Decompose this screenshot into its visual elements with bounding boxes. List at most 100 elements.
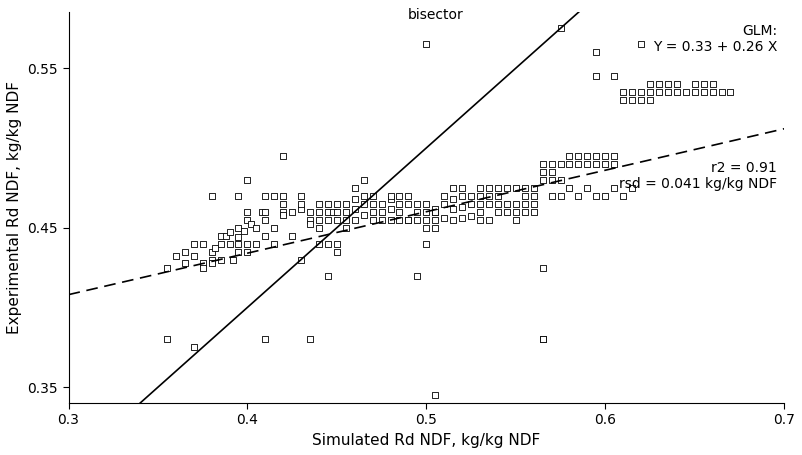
Point: [447, 195, 460, 202]
Point: [670, 81, 683, 88]
Point: [420, 200, 433, 207]
Point: [367, 192, 379, 199]
Point: [464, 200, 477, 207]
Point: [589, 152, 602, 160]
Point: [375, 208, 388, 215]
Point: [554, 25, 567, 32]
Point: [608, 72, 621, 80]
Point: [339, 224, 352, 231]
Point: [223, 240, 236, 247]
Point: [205, 259, 218, 266]
Point: [339, 216, 352, 223]
Point: [330, 240, 343, 247]
Point: [492, 192, 504, 199]
Point: [509, 208, 522, 215]
Point: [322, 272, 334, 279]
Point: [277, 152, 290, 160]
Point: [429, 216, 442, 223]
Point: [214, 232, 227, 239]
Point: [196, 259, 209, 266]
Point: [255, 208, 268, 215]
Point: [715, 88, 728, 96]
Point: [589, 192, 602, 199]
X-axis label: Simulated Rd NDF, kg/kg NDF: Simulated Rd NDF, kg/kg NDF: [312, 433, 541, 448]
Point: [367, 216, 379, 223]
Point: [554, 160, 567, 167]
Point: [563, 152, 576, 160]
Point: [313, 208, 326, 215]
Point: [509, 200, 522, 207]
Point: [214, 240, 227, 247]
Point: [447, 205, 460, 212]
Point: [241, 248, 254, 255]
Point: [393, 216, 406, 223]
Point: [581, 184, 593, 192]
Point: [634, 40, 647, 48]
Point: [188, 240, 200, 247]
Point: [259, 208, 272, 215]
Point: [348, 195, 361, 202]
Point: [348, 216, 361, 223]
Point: [327, 208, 340, 215]
Point: [706, 88, 719, 96]
Point: [339, 200, 352, 207]
Point: [509, 184, 522, 192]
Point: [518, 208, 531, 215]
Point: [483, 200, 496, 207]
Point: [626, 184, 638, 192]
Point: [188, 253, 200, 260]
Point: [599, 152, 612, 160]
Point: [277, 211, 290, 218]
Point: [358, 211, 371, 218]
Point: [420, 216, 433, 223]
Point: [492, 200, 504, 207]
Point: [330, 200, 343, 207]
Point: [322, 200, 334, 207]
Point: [402, 216, 415, 223]
Point: [483, 192, 496, 199]
Point: [277, 200, 290, 207]
Point: [348, 184, 361, 192]
Point: [697, 81, 710, 88]
Point: [653, 81, 666, 88]
Point: [286, 232, 298, 239]
Point: [626, 96, 638, 104]
Point: [662, 81, 674, 88]
Point: [643, 96, 656, 104]
Point: [527, 192, 540, 199]
Point: [456, 214, 468, 222]
Point: [554, 192, 567, 199]
Point: [464, 192, 477, 199]
Point: [617, 96, 630, 104]
Point: [464, 213, 477, 220]
Point: [411, 200, 423, 207]
Point: [474, 184, 487, 192]
Point: [429, 224, 442, 231]
Point: [384, 205, 397, 212]
Point: [237, 227, 250, 234]
Point: [429, 205, 442, 212]
Point: [348, 205, 361, 212]
Point: [259, 192, 272, 199]
Point: [241, 208, 254, 215]
Point: [581, 160, 593, 167]
Point: [384, 195, 397, 202]
Point: [313, 216, 326, 223]
Point: [589, 49, 602, 56]
Point: [268, 240, 281, 247]
Point: [250, 224, 263, 231]
Point: [554, 176, 567, 183]
Point: [384, 192, 397, 199]
Point: [188, 344, 200, 351]
Point: [277, 192, 290, 199]
Point: [670, 88, 683, 96]
Point: [205, 256, 218, 263]
Point: [393, 200, 406, 207]
Point: [232, 192, 245, 199]
Point: [294, 200, 307, 207]
Text: GLM:
Y = 0.33 + 0.26 X: GLM: Y = 0.33 + 0.26 X: [653, 24, 777, 54]
Point: [500, 208, 513, 215]
Point: [367, 200, 379, 207]
Point: [456, 203, 468, 211]
Point: [277, 208, 290, 215]
